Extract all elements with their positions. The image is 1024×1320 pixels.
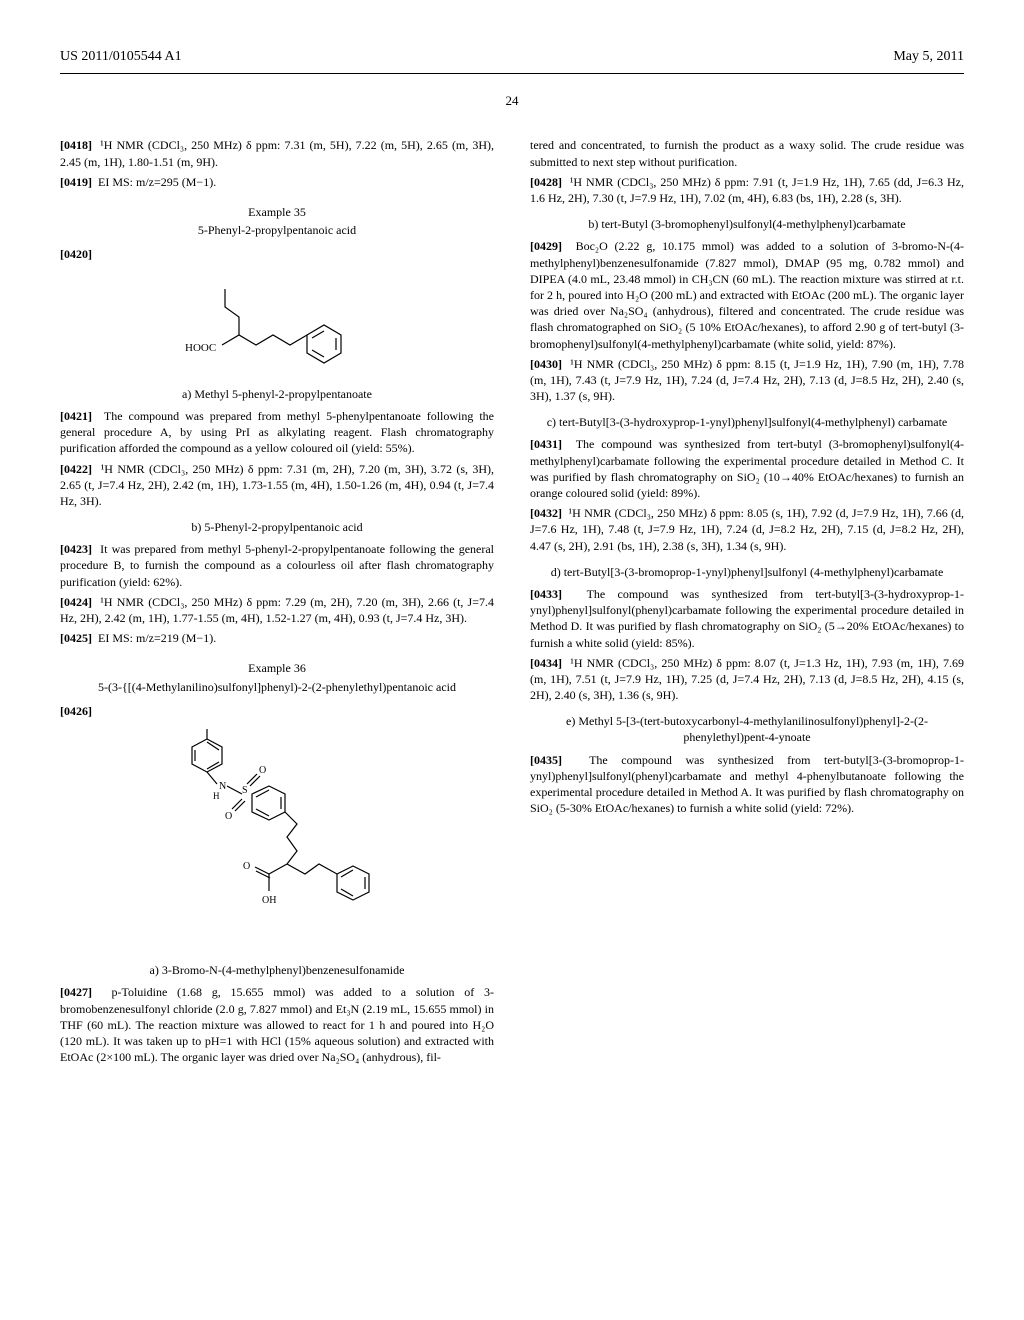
para-num: [0419] — [60, 175, 92, 189]
hooc-label: HOOC — [185, 342, 216, 354]
para-text: ¹H NMR (CDCl₃, 250 MHz) δ ppm: 7.31 (m, … — [60, 462, 494, 508]
right-column: tered and concentrated, to furnish the p… — [530, 137, 964, 1069]
section-title: a) Methyl 5-phenyl-2-propylpentanoate — [60, 386, 494, 402]
para-text: ¹H NMR (CDCl₃, 250 MHz) δ ppm: 7.91 (t, … — [530, 175, 964, 205]
svg-text:O: O — [259, 765, 266, 776]
para-text: ¹H NMR (CDCl₃, 250 MHz) δ ppm: 7.31 (m, … — [60, 138, 494, 168]
page-number: 24 — [60, 92, 964, 110]
para-text: It was prepared from methyl 5-phenyl-2-p… — [60, 542, 494, 588]
para-text: The compound was prepared from methyl 5-… — [60, 409, 494, 455]
para-num: [0427] — [60, 985, 92, 999]
para-num: [0422] — [60, 462, 92, 476]
section-title: a) 3-Bromo-N-(4-methylphenyl)benzenesulf… — [60, 962, 494, 978]
publication-date: May 5, 2011 — [893, 48, 964, 67]
para-num: [0428] — [530, 175, 562, 189]
para-text: The compound was synthesized from tert-b… — [530, 753, 964, 816]
svg-text:N: N — [219, 781, 226, 792]
para-text: ¹H NMR (CDCl₃, 250 MHz) δ ppm: 8.05 (s, … — [530, 506, 964, 552]
para-num: [0418] — [60, 138, 92, 152]
para-num: [0420] — [60, 247, 92, 261]
left-column: [0418] ¹H NMR (CDCl₃, 250 MHz) δ ppm: 7.… — [60, 137, 494, 1069]
chemical-structure-1: HOOC — [60, 273, 494, 372]
para-num: [0424] — [60, 595, 92, 609]
para-text: The compound was synthesized from tert-b… — [530, 437, 964, 500]
example-label: Example 36 — [60, 660, 494, 676]
section-title: c) tert-Butyl[3-(3-hydroxyprop-1-ynyl)ph… — [530, 414, 964, 430]
para-num: [0432] — [530, 506, 562, 520]
svg-text:H: H — [213, 791, 220, 801]
section-title: b) tert-Butyl (3-bromophenyl)sulfonyl(4-… — [530, 216, 964, 232]
para-num: [0425] — [60, 631, 92, 645]
publication-number: US 2011/0105544 A1 — [60, 48, 182, 67]
chemical-structure-2: N H S O O — [60, 729, 494, 948]
svg-text:S: S — [242, 785, 248, 796]
para-num: [0433] — [530, 587, 562, 601]
para-text: Boc₂O (2.22 g, 10.175 mmol) was added to… — [530, 239, 964, 350]
para-num: [0426] — [60, 704, 92, 718]
para-num: [0423] — [60, 542, 92, 556]
para-num: [0421] — [60, 409, 92, 423]
section-title: e) Methyl 5-[3-(tert-butoxycarbonyl-4-me… — [530, 713, 964, 745]
continuation-text: tered and concentrated, to furnish the p… — [530, 137, 964, 169]
para-num: [0430] — [530, 357, 562, 371]
example-label: Example 35 — [60, 204, 494, 220]
svg-text:O: O — [243, 861, 250, 872]
para-num: [0435] — [530, 753, 562, 767]
header-rule — [60, 73, 964, 74]
example-title: 5-(3-{[(4-Methylanilino)sulfonyl]phenyl)… — [60, 679, 494, 695]
section-title: b) 5-Phenyl-2-propylpentanoic acid — [60, 519, 494, 535]
para-text: ¹H NMR (CDCl₃, 250 MHz) δ ppm: 7.29 (m, … — [60, 595, 494, 625]
para-text: EI MS: m/z=219 (M−1). — [98, 631, 216, 645]
para-num: [0429] — [530, 239, 562, 253]
para-text: The compound was synthesized from tert-b… — [530, 587, 964, 650]
para-text: ¹H NMR (CDCl₃, 250 MHz) δ ppm: 8.15 (t, … — [530, 357, 964, 403]
svg-text:O: O — [225, 811, 232, 822]
example-title: 5-Phenyl-2-propylpentanoic acid — [60, 222, 494, 238]
section-title: d) tert-Butyl[3-(3-bromoprop-1-ynyl)phen… — [530, 564, 964, 580]
para-text: EI MS: m/z=295 (M−1). — [98, 175, 216, 189]
para-text: p-Toluidine (1.68 g, 15.655 mmol) was ad… — [60, 985, 494, 1064]
para-text: ¹H NMR (CDCl₃, 250 MHz) δ ppm: 8.07 (t, … — [530, 656, 964, 702]
svg-text:OH: OH — [262, 895, 276, 906]
para-num: [0434] — [530, 656, 562, 670]
para-num: [0431] — [530, 437, 562, 451]
